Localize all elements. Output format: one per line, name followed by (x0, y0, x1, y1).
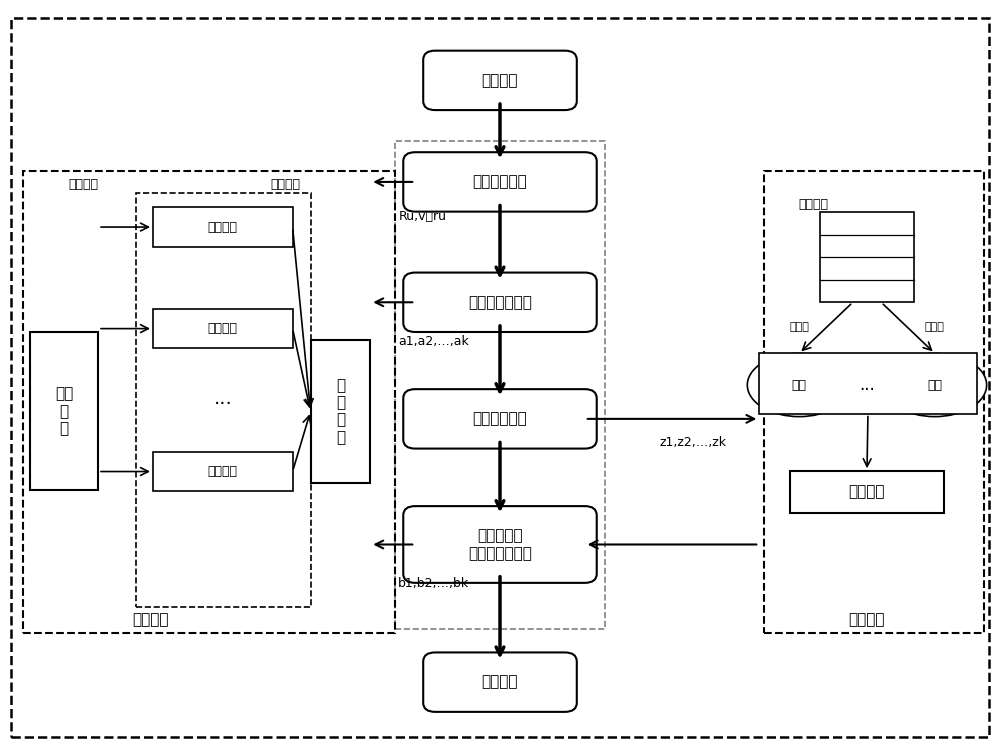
Bar (759, 353, 977, 414)
Bar (395, 140, 605, 630)
FancyBboxPatch shape (403, 153, 597, 211)
FancyBboxPatch shape (403, 273, 597, 332)
Text: a1,a2,…,ak: a1,a2,…,ak (398, 335, 469, 348)
Text: 任
务
汇
总: 任 务 汇 总 (336, 378, 345, 445)
Text: b1,b2,…,bk: b1,b2,…,bk (398, 577, 469, 590)
Text: 核上任务: 核上任务 (208, 465, 238, 478)
Text: z1,z2,…,zk: z1,z2,…,zk (660, 436, 727, 449)
Text: 任务
分
配: 任务 分 配 (55, 387, 73, 436)
Bar (764, 171, 984, 633)
Text: 取任务: 取任务 (925, 322, 945, 332)
Text: 显式并行: 显式并行 (849, 612, 885, 627)
Text: 任务开始: 任务开始 (68, 177, 98, 191)
Bar (311, 340, 370, 482)
Text: 任务结束: 任务结束 (271, 177, 301, 191)
Bar (23, 171, 395, 633)
Text: 高速缓存: 高速缓存 (849, 485, 885, 499)
Text: Ru,v、ru: Ru,v、ru (398, 210, 446, 223)
Bar (820, 212, 914, 302)
Bar (136, 193, 311, 607)
Text: 核心: 核心 (792, 378, 807, 392)
Text: 核上任务: 核上任务 (208, 220, 238, 233)
Bar (153, 452, 293, 491)
Text: ...: ... (859, 376, 875, 394)
Bar (153, 208, 293, 247)
Text: 矩阵乘法和
求解线性方程组: 矩阵乘法和 求解线性方程组 (468, 528, 532, 561)
Text: 隐式并行: 隐式并行 (133, 612, 169, 627)
Text: 输出结果: 输出结果 (482, 675, 518, 689)
FancyBboxPatch shape (403, 506, 597, 583)
FancyBboxPatch shape (423, 51, 577, 110)
Text: 数据输入: 数据输入 (482, 73, 518, 88)
Bar (30, 332, 98, 490)
Text: 任务队列: 任务队列 (798, 198, 828, 211)
Text: 求解线性方程组: 求解线性方程组 (468, 294, 532, 310)
Text: ...: ... (213, 389, 232, 408)
Text: 取任务: 取任务 (789, 322, 809, 332)
FancyBboxPatch shape (403, 389, 597, 448)
Text: 核上任务: 核上任务 (208, 322, 238, 335)
FancyBboxPatch shape (423, 652, 577, 712)
Text: 最小二乘计算: 最小二乘计算 (473, 174, 527, 190)
Text: 核心: 核心 (927, 378, 942, 392)
Text: 解高次方程根: 解高次方程根 (473, 411, 527, 427)
Bar (153, 309, 293, 348)
Ellipse shape (747, 353, 851, 417)
Ellipse shape (883, 353, 987, 417)
Bar (790, 471, 944, 513)
